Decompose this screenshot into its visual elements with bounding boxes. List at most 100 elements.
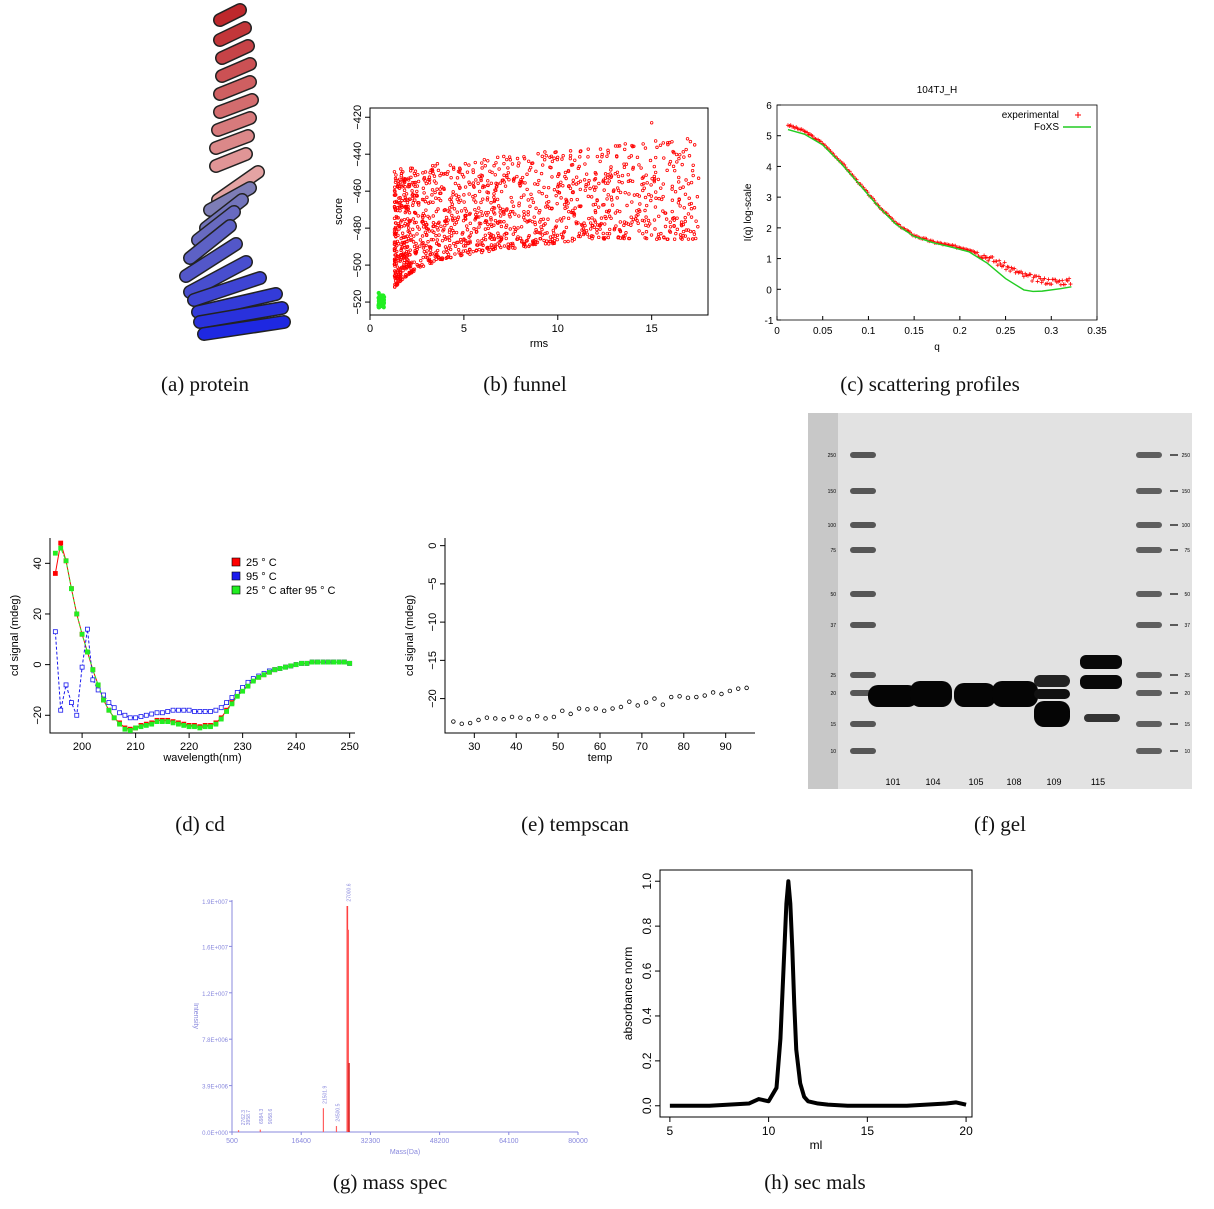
funnel-point xyxy=(616,236,620,240)
funnel-point xyxy=(640,176,645,180)
funnel-point xyxy=(641,142,645,146)
ms-peak-label: 27000.6 xyxy=(346,883,352,901)
funnel-point xyxy=(407,272,411,277)
funnel-point xyxy=(453,181,458,186)
funnel-point xyxy=(421,246,426,250)
funnel-point xyxy=(518,180,522,184)
funnel-point xyxy=(540,227,544,232)
funnel-point xyxy=(663,224,668,229)
funnel-point xyxy=(430,168,435,173)
funnel-point xyxy=(527,233,531,238)
funnel-point xyxy=(535,240,540,245)
y-tick-label: −420 xyxy=(352,105,364,130)
funnel-point xyxy=(499,224,504,229)
funnel-point xyxy=(681,229,686,234)
funnel-point xyxy=(643,146,648,150)
native-point xyxy=(381,301,386,306)
funnel-point xyxy=(656,235,660,239)
funnel-point xyxy=(525,187,529,192)
caption-sec-mals: (h) sec mals xyxy=(764,1170,866,1194)
funnel-point xyxy=(534,206,538,210)
ms-peak-label: 24500.5 xyxy=(335,1103,341,1121)
x-tick-label: 80000 xyxy=(568,1138,588,1145)
funnel-point xyxy=(613,211,618,215)
funnel-point xyxy=(406,226,411,230)
funnel-point xyxy=(574,221,579,226)
funnel-point xyxy=(652,164,657,169)
funnel-point xyxy=(401,268,405,273)
funnel-point xyxy=(488,235,493,239)
helix-cylinder xyxy=(184,256,252,298)
funnel-point xyxy=(463,206,467,211)
funnel-point xyxy=(518,236,523,240)
funnel-point xyxy=(598,227,602,231)
funnel-point xyxy=(485,246,489,250)
funnel-point xyxy=(637,194,642,198)
funnel-point xyxy=(485,198,490,202)
funnel-point xyxy=(464,209,469,213)
experimental-point xyxy=(1049,282,1054,287)
experimental-point xyxy=(1036,274,1041,279)
funnel-point xyxy=(566,239,570,244)
funnel-point xyxy=(548,239,553,244)
series-marker xyxy=(331,659,336,665)
funnel-point xyxy=(601,178,606,182)
funnel-point xyxy=(656,177,661,182)
experimental-point xyxy=(1053,277,1058,282)
funnel-point xyxy=(658,143,663,147)
funnel-point xyxy=(466,250,470,255)
series-marker xyxy=(218,716,224,722)
funnel-point xyxy=(399,220,403,224)
funnel-point xyxy=(517,214,521,218)
y-tick-label: −15 xyxy=(427,651,439,670)
funnel-point xyxy=(421,171,425,175)
funnel-point xyxy=(538,231,543,235)
funnel-point xyxy=(395,239,400,244)
experimental-point xyxy=(1035,279,1040,284)
funnel-point xyxy=(522,156,527,161)
funnel-point xyxy=(392,204,397,209)
funnel-point xyxy=(433,190,437,195)
funnel-point xyxy=(448,247,453,252)
funnel-point xyxy=(472,198,476,202)
funnel-point xyxy=(495,155,500,160)
funnel-point xyxy=(626,179,631,184)
funnel-point xyxy=(517,203,521,208)
funnel-point xyxy=(449,225,453,230)
ladder-band-right xyxy=(1136,748,1162,754)
x-tick-label: 15 xyxy=(646,323,658,335)
funnel-point xyxy=(617,227,622,232)
ladder-band-left xyxy=(850,721,876,727)
funnel-point xyxy=(646,218,651,223)
funnel-point xyxy=(397,205,402,209)
funnel-point xyxy=(462,193,466,197)
funnel-point xyxy=(468,239,472,243)
funnel-point xyxy=(629,215,633,219)
x-tick-label: 10 xyxy=(552,323,564,335)
funnel-point xyxy=(394,173,398,177)
ladder-label-left: 15 xyxy=(830,722,836,728)
gel-band xyxy=(868,685,918,707)
ladder-label-right: 37 xyxy=(1184,623,1190,629)
funnel-point xyxy=(407,211,412,215)
funnel-point xyxy=(399,248,403,253)
funnel-point xyxy=(425,222,429,227)
funnel-point xyxy=(481,184,485,188)
series-marker xyxy=(63,558,69,564)
y-tick-label: −480 xyxy=(352,216,364,241)
funnel-point xyxy=(410,196,415,201)
funnel-point xyxy=(392,200,397,204)
funnel-point xyxy=(588,221,593,225)
funnel-point xyxy=(450,205,454,209)
temp-point xyxy=(526,717,531,722)
funnel-point xyxy=(689,207,694,211)
x-tick-label: 48200 xyxy=(430,1138,450,1145)
funnel-point xyxy=(546,185,551,190)
funnel-point xyxy=(439,171,444,176)
funnel-point xyxy=(511,232,516,236)
funnel-point xyxy=(593,170,598,175)
funnel-point xyxy=(539,225,543,229)
funnel-point xyxy=(599,216,604,220)
protein-panel xyxy=(150,0,310,350)
series-marker xyxy=(79,631,85,637)
